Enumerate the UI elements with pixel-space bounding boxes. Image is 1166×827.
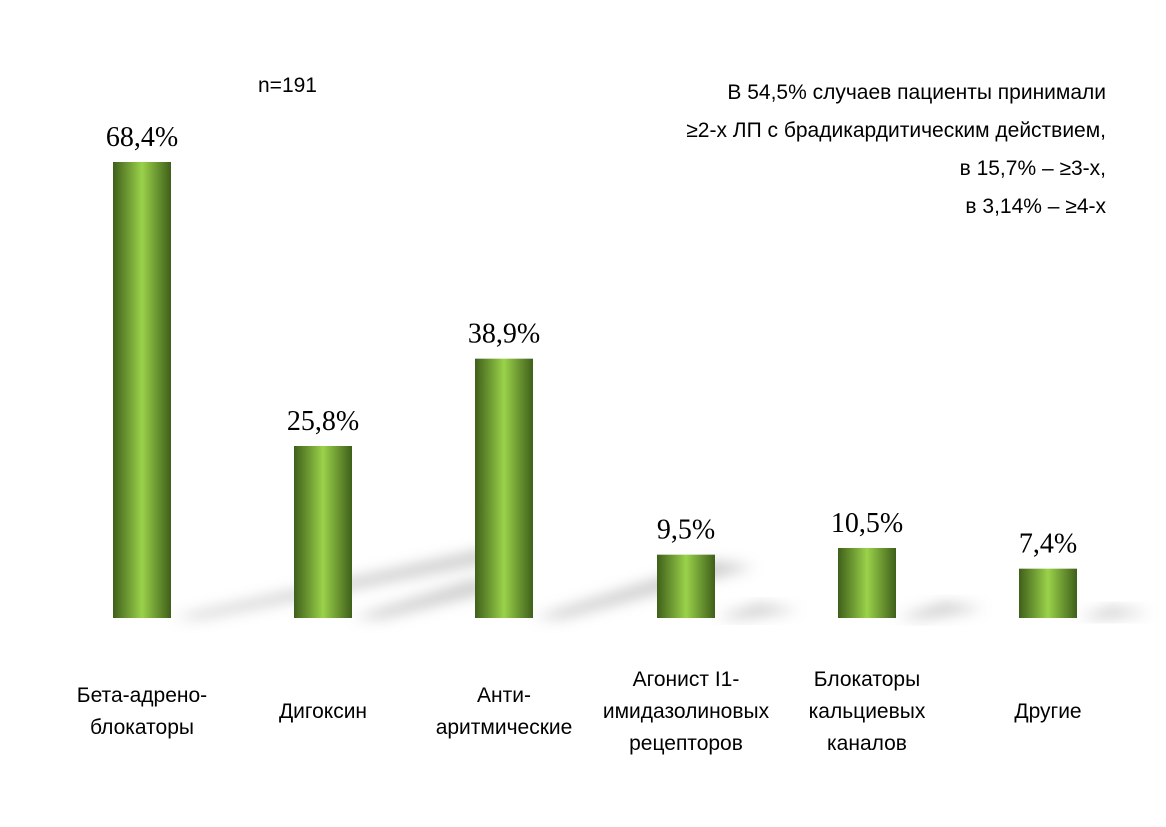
category-label: Агонист I1- имидазолиновых рецепторов xyxy=(566,664,806,760)
category-label-line: Дигоксин xyxy=(278,700,368,723)
note-line: в 15,7% – ≥3-х, xyxy=(959,157,1106,180)
category-label-line: кальциевых xyxy=(808,700,926,723)
category-label-line: Другие xyxy=(1014,700,1082,723)
category-label-line: аритмические xyxy=(435,716,573,739)
category-label: Блокаторы кальциевых каналов xyxy=(747,664,987,760)
bar-shadow xyxy=(896,602,985,618)
note-line: В 54,5% случаев пациенты принимали xyxy=(727,81,1106,104)
value-label: 10,5% xyxy=(831,508,903,539)
value-label: 38,9% xyxy=(468,319,540,350)
category-label: Анти-аритмические xyxy=(384,680,624,744)
bar xyxy=(475,358,533,618)
value-label: 7,4% xyxy=(1019,529,1077,560)
category-label-line: каналов xyxy=(827,732,907,755)
bar-shadow xyxy=(1077,607,1152,618)
value-labels-group: 68,4% 25,8% 38,9% 9,5% 10,5% 7,4% xyxy=(106,122,1077,560)
bar xyxy=(1019,568,1077,618)
bar xyxy=(657,554,715,618)
note-line: в 3,14% – ≥4-х xyxy=(965,195,1106,218)
category-label-line: имидазолиновых xyxy=(602,700,770,723)
bar xyxy=(838,548,896,618)
value-label: 25,8% xyxy=(287,406,359,437)
category-label-line: Блокаторы xyxy=(813,668,921,691)
category-label-line: Бета-адрено- xyxy=(76,684,208,707)
value-label: 9,5% xyxy=(657,515,715,546)
bar xyxy=(113,162,171,618)
bar-shadow xyxy=(715,604,800,618)
category-label: Бета-адрено-блокаторы xyxy=(22,680,262,744)
bars-group xyxy=(113,162,1077,618)
value-label: 68,4% xyxy=(106,122,178,153)
category-label-line: Анти- xyxy=(477,684,531,707)
category-label: Дигоксин xyxy=(203,696,443,728)
note-line: ≥2-х ЛП с брадикардитическим действием, xyxy=(686,119,1106,142)
category-label-line: Агонист I1- xyxy=(632,668,740,691)
category-label-line: блокаторы xyxy=(90,716,194,739)
category-label: Другие xyxy=(928,696,1166,728)
bar-shadow xyxy=(352,580,513,618)
sample-size-label: n=191 xyxy=(258,74,317,97)
bar-shadow xyxy=(533,560,755,618)
bar xyxy=(294,446,352,618)
annotation-note: В 54,5% случаев пациенты принимали ≥2-х … xyxy=(486,74,1106,226)
category-label-line: рецепторов xyxy=(629,732,743,755)
